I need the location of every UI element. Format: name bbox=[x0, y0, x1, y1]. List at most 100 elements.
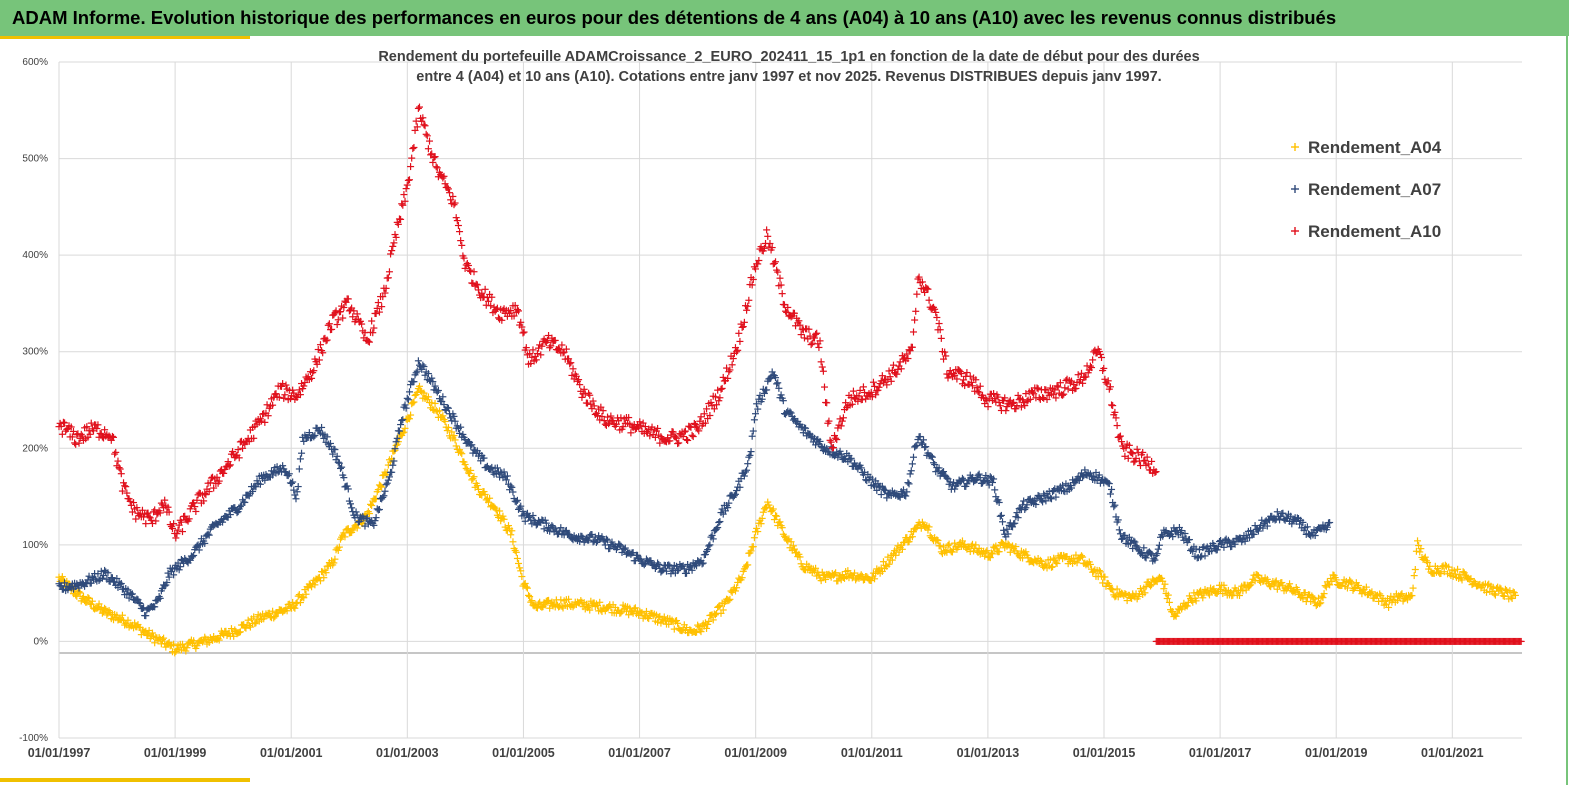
point-a04 bbox=[696, 626, 704, 634]
point-a10 bbox=[818, 363, 826, 371]
point-a04 bbox=[565, 595, 573, 603]
point-a07 bbox=[715, 519, 723, 527]
point-a07 bbox=[326, 439, 334, 447]
point-a04 bbox=[441, 417, 449, 425]
point-a10 bbox=[1064, 385, 1072, 393]
point-a07 bbox=[298, 449, 306, 457]
point-a04 bbox=[933, 536, 941, 544]
point-a10 bbox=[388, 247, 396, 255]
point-a04 bbox=[1343, 584, 1351, 592]
point-a04 bbox=[1053, 560, 1061, 568]
point-a04 bbox=[1393, 596, 1401, 604]
point-a04 bbox=[1409, 584, 1417, 592]
point-a04 bbox=[148, 629, 156, 637]
point-a04 bbox=[1101, 573, 1109, 581]
point-a10 bbox=[869, 378, 877, 386]
point-a04 bbox=[936, 542, 944, 550]
gridlines bbox=[58, 61, 1522, 739]
point-a10 bbox=[689, 433, 697, 441]
point-a04 bbox=[1500, 592, 1508, 600]
point-a04 bbox=[541, 601, 549, 609]
point-a04 bbox=[405, 415, 413, 423]
point-a07 bbox=[113, 574, 121, 582]
point-a07 bbox=[241, 498, 249, 506]
point-a07 bbox=[85, 572, 93, 580]
point-a10 bbox=[764, 232, 772, 240]
point-a04 bbox=[986, 554, 994, 562]
point-a10 bbox=[1109, 402, 1117, 410]
point-a04 bbox=[822, 575, 830, 583]
point-a10 bbox=[87, 419, 95, 427]
point-a10 bbox=[984, 403, 992, 411]
point-a04 bbox=[945, 540, 953, 548]
point-a04 bbox=[778, 524, 786, 532]
point-a10 bbox=[714, 386, 722, 394]
point-a10 bbox=[815, 343, 823, 351]
point-a04 bbox=[992, 542, 1000, 550]
point-a04 bbox=[697, 628, 705, 636]
point-a04 bbox=[1320, 590, 1328, 598]
point-a10 bbox=[368, 317, 376, 325]
point-a04 bbox=[1466, 575, 1474, 583]
point-a07 bbox=[294, 483, 302, 491]
point-a10 bbox=[819, 367, 827, 375]
point-a04 bbox=[84, 593, 92, 601]
point-a04 bbox=[1470, 577, 1478, 585]
point-a04 bbox=[789, 542, 797, 550]
x-tick-label: 01/01/2007 bbox=[608, 746, 671, 760]
point-a07 bbox=[311, 431, 319, 439]
point-a04 bbox=[102, 605, 110, 613]
point-a04 bbox=[451, 436, 459, 444]
point-a04 bbox=[1350, 585, 1358, 593]
point-a10 bbox=[1133, 445, 1141, 453]
point-a04 bbox=[885, 560, 893, 568]
point-a10 bbox=[935, 320, 943, 328]
point-a04 bbox=[1236, 592, 1244, 600]
point-a04 bbox=[592, 600, 600, 608]
point-a04 bbox=[410, 398, 418, 406]
point-a04 bbox=[335, 543, 343, 551]
point-a07 bbox=[142, 612, 150, 620]
point-a07 bbox=[285, 470, 293, 478]
point-a10 bbox=[817, 358, 825, 366]
x-tick-label: 01/01/2001 bbox=[260, 746, 323, 760]
point-a04 bbox=[508, 527, 516, 535]
point-a04 bbox=[290, 603, 298, 611]
point-a04 bbox=[924, 526, 932, 534]
point-a04 bbox=[1037, 557, 1045, 565]
point-a04 bbox=[1362, 583, 1370, 591]
point-a10 bbox=[1002, 407, 1010, 415]
point-a07 bbox=[73, 580, 81, 588]
point-a07 bbox=[521, 517, 529, 525]
point-a07 bbox=[289, 478, 297, 486]
point-a04 bbox=[1332, 576, 1340, 584]
point-a04 bbox=[857, 571, 865, 579]
point-a04 bbox=[246, 623, 254, 631]
point-a07 bbox=[205, 531, 213, 539]
point-a04 bbox=[1484, 581, 1492, 589]
point-a10 bbox=[889, 361, 897, 369]
x-tick-label: 01/01/1997 bbox=[28, 746, 91, 760]
point-a04 bbox=[832, 569, 840, 577]
point-a04 bbox=[1355, 581, 1363, 589]
point-a10 bbox=[1113, 422, 1121, 430]
point-a10 bbox=[925, 296, 933, 304]
point-a10 bbox=[424, 145, 432, 153]
point-a04 bbox=[458, 450, 466, 458]
point-a04 bbox=[649, 612, 657, 620]
point-a04 bbox=[744, 561, 752, 569]
point-a04 bbox=[1095, 567, 1103, 575]
point-a10 bbox=[1012, 405, 1020, 413]
point-a04 bbox=[831, 570, 839, 578]
point-a04 bbox=[1220, 581, 1228, 589]
point-a10 bbox=[172, 534, 180, 542]
point-a04 bbox=[768, 507, 776, 515]
point-a07 bbox=[165, 573, 173, 581]
point-a04 bbox=[484, 498, 492, 506]
point-a04 bbox=[1293, 586, 1301, 594]
point-a04 bbox=[1483, 588, 1491, 596]
point-a10 bbox=[456, 228, 464, 236]
point-a04 bbox=[443, 427, 451, 435]
point-a07 bbox=[348, 504, 356, 512]
point-a04 bbox=[1146, 582, 1154, 590]
